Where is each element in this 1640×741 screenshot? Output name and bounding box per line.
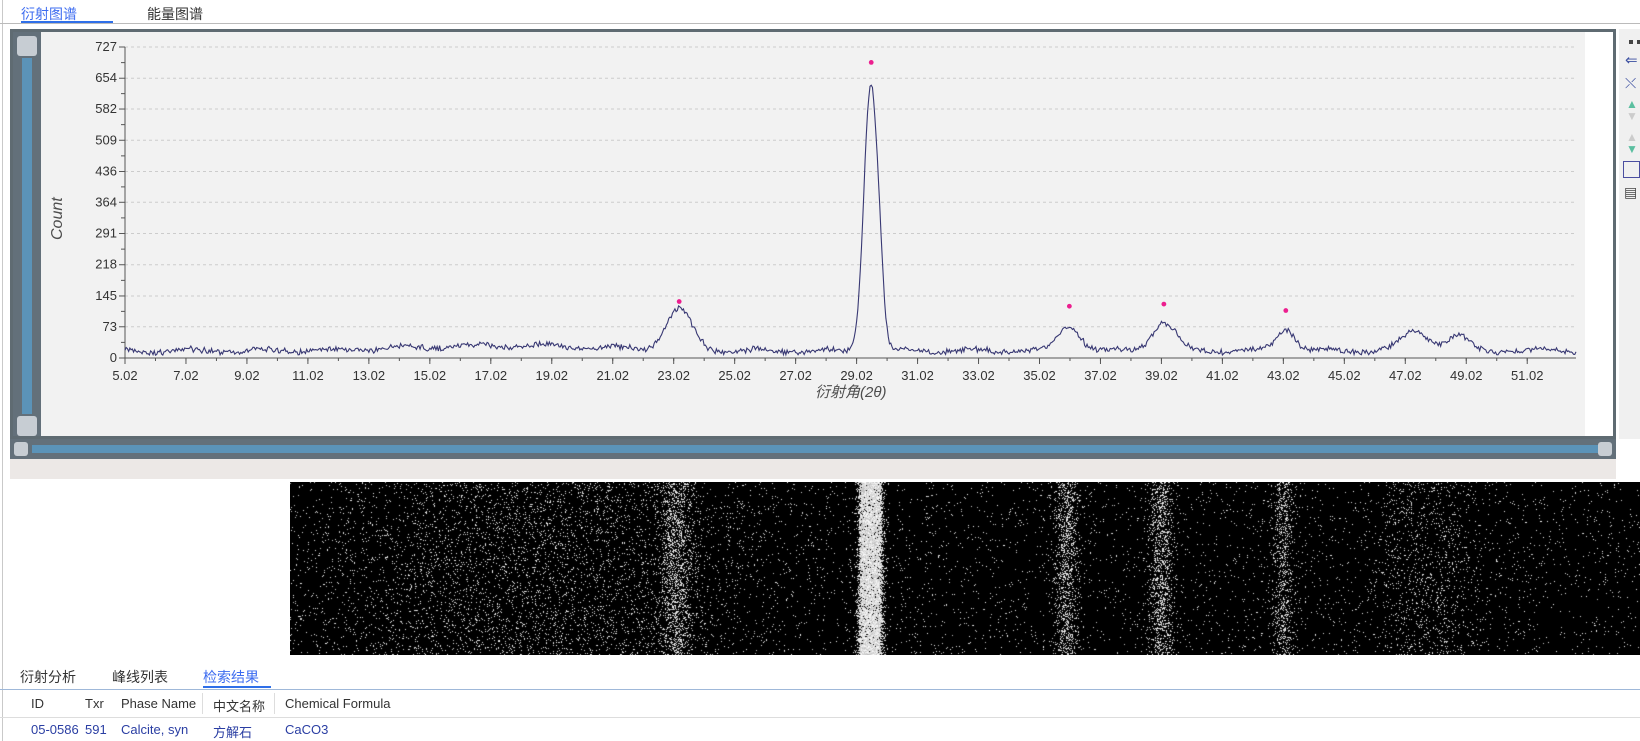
svg-text:218: 218 (95, 257, 117, 272)
svg-text:21.02: 21.02 (596, 368, 629, 383)
svg-text:13.02: 13.02 (353, 368, 386, 383)
svg-text:19.02: 19.02 (535, 368, 568, 383)
svg-text:51.02: 51.02 (1511, 368, 1544, 383)
svg-text:291: 291 (95, 226, 117, 241)
svg-text:25.02: 25.02 (718, 368, 751, 383)
svg-text:7.02: 7.02 (173, 368, 198, 383)
svg-text:17.02: 17.02 (475, 368, 508, 383)
svg-text:11.02: 11.02 (292, 368, 324, 383)
svg-text:436: 436 (95, 163, 117, 178)
svg-text:145: 145 (95, 288, 117, 303)
svg-text:654: 654 (95, 70, 117, 85)
svg-text:43.02: 43.02 (1267, 368, 1300, 383)
svg-text:23.02: 23.02 (657, 368, 690, 383)
svg-text:509: 509 (95, 132, 117, 147)
svg-text:45.02: 45.02 (1328, 368, 1361, 383)
svg-text:47.02: 47.02 (1389, 368, 1422, 383)
svg-text:15.02: 15.02 (414, 368, 447, 383)
svg-text:27.02: 27.02 (779, 368, 812, 383)
svg-text:31.02: 31.02 (901, 368, 934, 383)
svg-text:73: 73 (103, 319, 117, 334)
svg-text:49.02: 49.02 (1450, 368, 1483, 383)
svg-text:582: 582 (95, 101, 117, 116)
svg-text:39.02: 39.02 (1145, 368, 1178, 383)
svg-text:35.02: 35.02 (1023, 368, 1056, 383)
svg-text:0: 0 (110, 350, 117, 365)
svg-text:364: 364 (95, 194, 117, 209)
svg-text:33.02: 33.02 (962, 368, 995, 383)
svg-text:37.02: 37.02 (1084, 368, 1117, 383)
svg-text:727: 727 (95, 39, 117, 54)
svg-text:41.02: 41.02 (1206, 368, 1239, 383)
svg-text:5.02: 5.02 (112, 368, 137, 383)
svg-text:9.02: 9.02 (234, 368, 259, 383)
